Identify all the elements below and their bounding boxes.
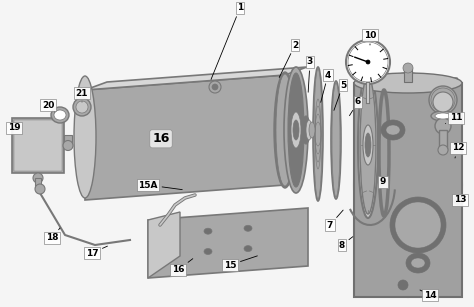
Ellipse shape — [354, 73, 462, 93]
Bar — [439, 130, 447, 150]
Ellipse shape — [431, 111, 455, 121]
Ellipse shape — [395, 202, 441, 248]
Polygon shape — [148, 212, 180, 278]
Text: 16: 16 — [172, 259, 193, 274]
Text: 7: 7 — [327, 210, 343, 230]
Ellipse shape — [411, 258, 425, 268]
Ellipse shape — [204, 228, 212, 234]
Ellipse shape — [438, 145, 448, 155]
Text: 19: 19 — [8, 123, 20, 133]
Text: 6: 6 — [349, 98, 361, 116]
Text: 21: 21 — [76, 88, 88, 102]
Ellipse shape — [386, 125, 400, 135]
Ellipse shape — [276, 74, 294, 186]
Ellipse shape — [209, 81, 221, 93]
Ellipse shape — [33, 173, 43, 183]
Text: 11: 11 — [446, 114, 462, 124]
Ellipse shape — [291, 112, 301, 148]
Text: 3: 3 — [307, 57, 313, 92]
Bar — [35, 178, 41, 188]
Ellipse shape — [433, 92, 453, 112]
Text: 13: 13 — [454, 196, 466, 204]
Ellipse shape — [431, 88, 455, 112]
Text: 16: 16 — [152, 132, 170, 145]
Ellipse shape — [63, 141, 73, 150]
Text: 4: 4 — [321, 71, 331, 102]
Text: 15: 15 — [224, 256, 257, 270]
Ellipse shape — [288, 73, 304, 187]
Text: 20: 20 — [42, 100, 55, 112]
Ellipse shape — [365, 133, 371, 157]
Ellipse shape — [244, 225, 252, 231]
Ellipse shape — [274, 72, 296, 188]
Ellipse shape — [54, 110, 66, 120]
Bar — [404, 68, 412, 82]
Ellipse shape — [314, 69, 322, 199]
Ellipse shape — [406, 253, 430, 273]
Ellipse shape — [332, 83, 340, 197]
Ellipse shape — [378, 178, 386, 186]
Ellipse shape — [390, 197, 446, 253]
Polygon shape — [85, 67, 307, 90]
Ellipse shape — [381, 120, 405, 140]
Ellipse shape — [76, 101, 88, 113]
Ellipse shape — [306, 120, 312, 140]
Text: 8: 8 — [339, 237, 353, 250]
Ellipse shape — [360, 76, 376, 214]
Polygon shape — [148, 208, 308, 278]
Text: 5: 5 — [334, 80, 346, 111]
Text: 14: 14 — [420, 290, 436, 300]
Text: 1: 1 — [211, 3, 243, 80]
Ellipse shape — [284, 67, 308, 193]
Ellipse shape — [74, 76, 96, 198]
Bar — [14, 120, 62, 171]
Ellipse shape — [363, 125, 373, 165]
Polygon shape — [354, 83, 462, 297]
Text: 9: 9 — [380, 177, 386, 186]
Text: 2: 2 — [279, 41, 298, 77]
Ellipse shape — [366, 60, 370, 64]
Ellipse shape — [454, 195, 464, 205]
Text: 18: 18 — [46, 228, 60, 243]
Ellipse shape — [435, 118, 451, 134]
Ellipse shape — [358, 72, 378, 218]
Bar — [12, 118, 64, 173]
Ellipse shape — [403, 63, 413, 73]
Ellipse shape — [398, 280, 408, 290]
Ellipse shape — [354, 73, 462, 297]
Ellipse shape — [348, 42, 388, 82]
Ellipse shape — [204, 248, 212, 255]
Ellipse shape — [293, 120, 299, 140]
Ellipse shape — [302, 116, 310, 144]
Ellipse shape — [309, 122, 315, 138]
Ellipse shape — [313, 67, 323, 201]
Text: 15A: 15A — [138, 181, 182, 190]
Ellipse shape — [212, 84, 218, 90]
Text: 12: 12 — [452, 143, 464, 158]
Ellipse shape — [35, 184, 45, 194]
Polygon shape — [85, 75, 285, 200]
Text: 17: 17 — [86, 246, 108, 258]
Polygon shape — [354, 78, 462, 85]
Ellipse shape — [346, 40, 390, 84]
Ellipse shape — [331, 81, 341, 199]
Text: 10: 10 — [364, 30, 376, 45]
Ellipse shape — [435, 113, 451, 119]
Ellipse shape — [244, 246, 252, 252]
Bar — [64, 134, 72, 146]
Ellipse shape — [429, 86, 457, 114]
Ellipse shape — [51, 107, 69, 123]
Ellipse shape — [73, 98, 91, 116]
